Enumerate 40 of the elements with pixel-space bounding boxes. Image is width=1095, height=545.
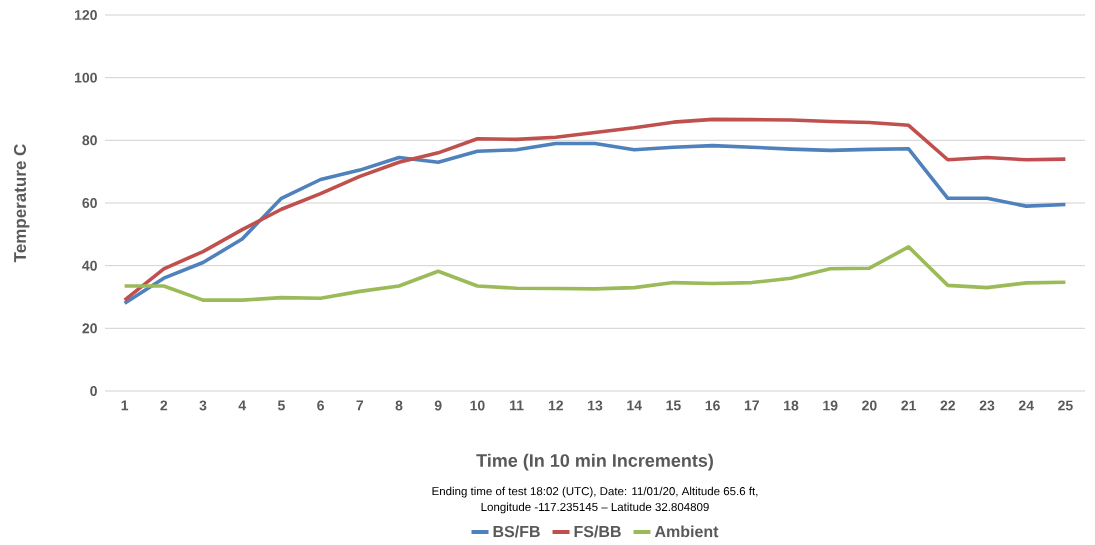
y-axis-title: Temperature C (13, 144, 30, 263)
x-tick-label: 15 (666, 400, 681, 411)
legend-label: Ambient (654, 525, 719, 538)
x-tick-label: 3 (199, 400, 207, 411)
x-tick-label: 11 (510, 400, 524, 411)
x-tick-label: 19 (823, 400, 838, 411)
x-tick-label: 22 (940, 400, 956, 411)
y-tick-label: 100 (75, 72, 97, 83)
y-tick-label: 0 (90, 386, 97, 396)
x-tick-label: 20 (862, 400, 877, 411)
x-tick-label: 24 (1018, 400, 1034, 411)
legend-label: BS/FB (493, 525, 540, 538)
x-tick-label: 1 (121, 400, 129, 411)
line-series (122, 245, 1068, 302)
x-tick-label: 14 (627, 400, 642, 411)
x-tick-label: 17 (744, 400, 759, 411)
x-axis-title: Time (In 10 min Increments) (476, 453, 713, 471)
y-tick-label: 80 (82, 135, 97, 146)
x-tick-label: 4 (238, 400, 247, 411)
x-tick-label: 21 (901, 400, 916, 411)
text: Ending time of test 18:02 (UTC), Date: 11/01/20, Altitude 65.6 ft, (432, 486, 758, 498)
x-tick-label: 10 (470, 400, 485, 411)
x-tick-label: 7 (356, 400, 364, 411)
x-tick-label: 5 (277, 400, 285, 411)
x-tick-label: 2 (160, 400, 168, 411)
y-tick-label: 20 (82, 323, 97, 334)
x-tick-label: 16 (705, 400, 720, 411)
x-tick-label: 13 (588, 400, 603, 411)
y-tick-label: 40 (82, 260, 97, 271)
x-tick-label: 9 (434, 400, 442, 411)
y-tick-label: 60 (82, 198, 97, 208)
x-tick-label: 23 (979, 400, 995, 411)
x-tick-label: 25 (1058, 400, 1073, 411)
x-tick-label: 8 (395, 400, 403, 411)
text: Longitude -117.235145 – Latitude 32.804809 (481, 502, 709, 514)
x-tick-label: 6 (317, 400, 324, 411)
y-tick-label: 120 (75, 10, 97, 20)
x-tick-label: 12 (548, 400, 564, 411)
x-tick-label: 18 (784, 400, 799, 411)
legend-label: FS/BB (574, 525, 621, 538)
